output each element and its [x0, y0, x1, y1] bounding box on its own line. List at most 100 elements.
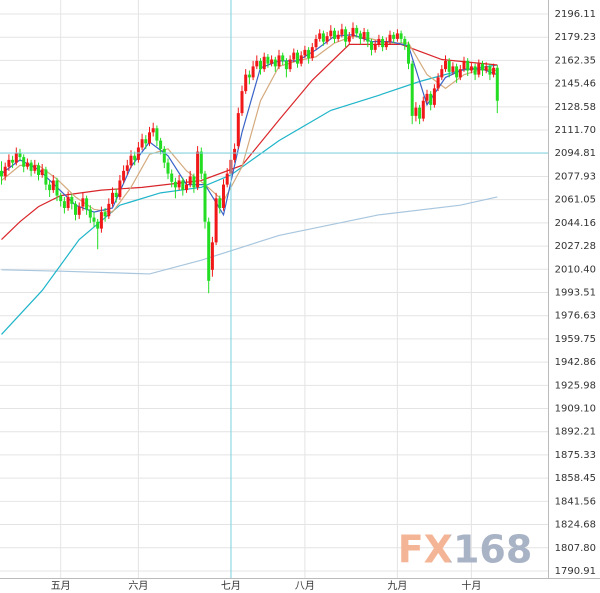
candle-body — [18, 152, 22, 158]
y-tick-label: 1993.51 — [555, 287, 596, 298]
candle-body — [44, 169, 48, 185]
candle-body — [129, 155, 133, 166]
grid — [0, 0, 548, 578]
candle-body — [7, 159, 11, 167]
candle-body — [22, 157, 26, 167]
candle-body — [48, 184, 52, 191]
y-tick-label: 1959.75 — [555, 334, 596, 345]
y-tick-label: 2061.05 — [555, 195, 596, 206]
candle-body — [432, 88, 436, 105]
y-tick-label: 1892.21 — [555, 427, 596, 438]
candle-body — [122, 170, 126, 181]
candle-body — [159, 140, 163, 149]
candle-body — [377, 38, 381, 45]
candle-body — [314, 38, 318, 48]
candle-body — [362, 32, 366, 39]
candle-body — [347, 36, 351, 42]
candle-body — [233, 148, 237, 160]
candle-body — [166, 162, 170, 174]
candle-body — [440, 69, 444, 78]
y-tick-label: 1976.63 — [555, 311, 596, 322]
x-tick-label: 九月 — [387, 580, 407, 592]
candle-body — [151, 128, 155, 133]
candle-body — [351, 27, 355, 37]
candle-body — [181, 180, 185, 191]
candle-body — [51, 180, 55, 191]
candle-body — [421, 100, 425, 119]
y-tick-label: 2179.23 — [555, 32, 596, 43]
candle-body — [284, 60, 288, 70]
candle-body — [436, 77, 440, 89]
candle-body — [247, 74, 251, 78]
y-tick-label: 1807.80 — [555, 543, 596, 554]
candle-body — [458, 69, 462, 78]
candle-body — [418, 107, 422, 119]
candle-body — [0, 170, 3, 177]
candle-body — [140, 139, 144, 148]
candle-body — [177, 180, 181, 188]
moving-average-line — [1, 43, 498, 241]
candle-body — [70, 196, 74, 204]
candle-body — [392, 34, 396, 39]
candle-body — [99, 212, 103, 229]
y-tick-label: 1824.68 — [555, 520, 596, 531]
candle-body — [259, 60, 262, 70]
candle-body — [62, 201, 66, 208]
candle-body — [173, 181, 177, 188]
x-tick-label: 六月 — [128, 580, 148, 592]
candle-body — [488, 66, 492, 75]
candle-body — [11, 159, 15, 163]
candle-body — [455, 66, 459, 78]
candle-body — [103, 212, 107, 217]
y-tick-label: 2128.58 — [555, 102, 596, 113]
candle-body — [321, 33, 325, 42]
x-tick-label: 五月 — [51, 580, 71, 592]
labels: 2196.11 2179.23 2162.35 2145.46 2128.58 2111.… — [51, 9, 596, 592]
candle-body — [244, 74, 248, 92]
candle-body — [236, 113, 240, 147]
watermark: FX168 — [398, 528, 533, 572]
y-tick-label: 2027.28 — [555, 241, 596, 252]
candle-body — [262, 56, 266, 70]
y-tick-label: 2044.16 — [555, 218, 596, 229]
candle-body — [336, 34, 340, 39]
y-tick-label: 1909.10 — [555, 404, 596, 415]
candle-body — [218, 198, 222, 208]
candle-body — [3, 166, 7, 177]
candle-body — [444, 60, 447, 70]
candle-body — [329, 30, 333, 37]
candle-body — [214, 198, 218, 243]
candle-body — [414, 107, 418, 116]
candle-body — [111, 192, 114, 204]
candle-body — [310, 47, 314, 59]
candle-body — [196, 151, 200, 188]
candle-body — [477, 63, 481, 75]
candle-body — [403, 38, 407, 45]
y-tick-label: 1858.45 — [555, 473, 596, 484]
candle-body — [74, 203, 77, 215]
candle-body — [303, 49, 307, 56]
candle-body — [188, 176, 192, 185]
candle-body — [222, 184, 225, 208]
candle-body — [281, 55, 285, 61]
y-tick-label: 2162.35 — [555, 55, 596, 66]
y-tick-label: 1841.56 — [555, 496, 596, 507]
candle-body — [55, 180, 59, 196]
candle-body — [451, 66, 455, 72]
candle-body — [462, 60, 466, 70]
candle-body — [133, 155, 137, 160]
candle-body — [266, 56, 270, 64]
candle-body — [66, 196, 70, 208]
candle-body — [192, 176, 196, 188]
candle-body — [425, 93, 429, 101]
y-tick-label: 1925.98 — [555, 380, 596, 391]
y-tick-label: 1790.91 — [555, 566, 596, 577]
candle-body — [292, 52, 296, 60]
candle-body — [484, 66, 488, 71]
candle-body — [355, 27, 359, 34]
candle-body — [429, 93, 433, 105]
candle-body — [225, 173, 229, 185]
candle-body — [240, 91, 244, 114]
y-tick-label: 2111.70 — [555, 125, 596, 136]
